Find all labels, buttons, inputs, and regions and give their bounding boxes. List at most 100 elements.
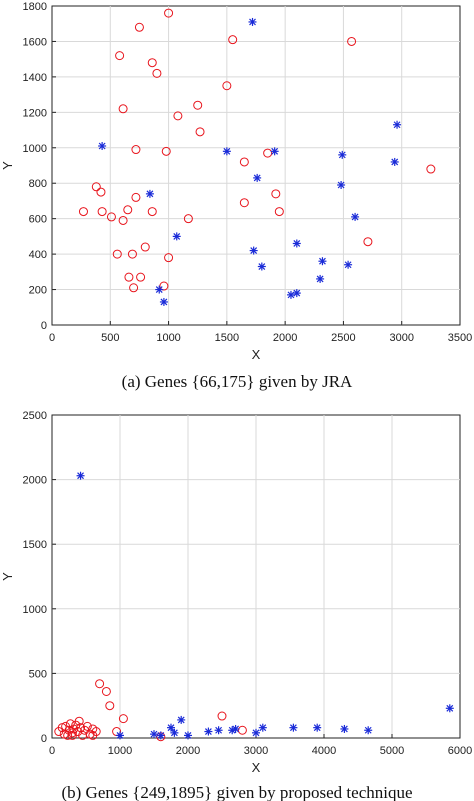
star-point (313, 723, 322, 732)
y-tick-label: 1000 (23, 143, 47, 155)
circle-point (136, 272, 146, 282)
circle-point (106, 212, 116, 222)
x-tick-label: 1500 (215, 332, 239, 344)
star-point (337, 180, 346, 189)
x-tick-label: 2000 (273, 332, 297, 344)
star-point (249, 246, 258, 255)
star-point (155, 285, 164, 294)
circle-point (112, 249, 122, 259)
star-point (318, 257, 327, 266)
star-point (316, 274, 325, 283)
circle-point (78, 207, 88, 217)
y-axis-label: Y (0, 572, 15, 581)
star-point (116, 731, 124, 740)
circle-point (91, 182, 101, 192)
scatter-plot-b: 0 1000 2000 3000 4000 5000 6000 0 500 1000 1500 200… (0, 410, 472, 775)
star-point (252, 728, 260, 737)
star-point (340, 724, 349, 733)
circle-point (129, 283, 139, 293)
x-tick-label: 5000 (380, 745, 404, 757)
circle-point (134, 22, 144, 32)
circle-point (239, 198, 249, 208)
circle-point (131, 145, 141, 155)
star-point (257, 262, 266, 271)
star-point (292, 239, 301, 248)
star-point (76, 471, 85, 480)
x-tick-label: 1000 (156, 332, 180, 344)
circle-point (237, 725, 247, 735)
star-point (393, 120, 402, 129)
x-axis-label: X (252, 760, 261, 775)
star-point (170, 728, 179, 737)
circle-point (164, 8, 174, 18)
star-point (214, 726, 223, 735)
circle-point (97, 207, 107, 217)
scatter-plot-a: 0 500 1000 1500 2000 2500 3000 3500 0 200 400 600 80… (0, 1, 472, 362)
circle-point (347, 36, 357, 46)
star-point (253, 173, 262, 182)
x-tick-label: 3500 (448, 332, 472, 344)
star-point (98, 142, 107, 151)
plot-area (51, 5, 461, 326)
x-tick-label: 1000 (108, 745, 132, 757)
x-tick-label: 500 (101, 332, 119, 344)
x-axis-label: X (252, 347, 261, 362)
y-tick-label: 1000 (23, 604, 47, 616)
circle-point (217, 711, 227, 721)
star-point (156, 731, 165, 740)
x-tick-label: 3000 (389, 332, 413, 344)
circle-point (82, 721, 92, 731)
star-point (364, 726, 373, 735)
star-point (228, 726, 237, 735)
star-point (145, 189, 154, 198)
circle-point (123, 205, 133, 215)
x-tick-label: 6000 (448, 745, 472, 757)
star-point (289, 723, 298, 732)
star-point (338, 150, 347, 159)
x-tick-label: 2000 (176, 745, 200, 757)
circle-point (222, 81, 232, 91)
circle-point (118, 104, 128, 114)
star-point (159, 297, 168, 306)
star-point (351, 212, 360, 221)
star-point (248, 17, 257, 26)
circle-point (228, 35, 238, 45)
circle-point (147, 58, 157, 68)
circle-point (67, 730, 77, 740)
y-tick-label: 0 (41, 320, 47, 332)
circle-point (263, 148, 273, 158)
star-point (222, 147, 231, 156)
circle-point (195, 127, 205, 137)
circle-point (173, 111, 183, 121)
circle-point (105, 701, 115, 711)
y-axis-label: Y (0, 161, 15, 170)
circle-point (164, 253, 174, 263)
circle-point (124, 272, 134, 282)
x-tick-label: 0 (49, 332, 55, 344)
star-point (167, 723, 175, 732)
caption-a: (a) Genes {66,175} given by JRA (121, 372, 353, 391)
circle-point (193, 100, 203, 110)
star-point (204, 727, 213, 736)
x-tick-label: 3000 (244, 745, 268, 757)
y-tick-label: 200 (29, 285, 47, 297)
circle-point (147, 207, 157, 217)
x-tick-label: 0 (49, 745, 55, 757)
circle-point (63, 730, 73, 740)
star-point (292, 289, 301, 298)
circle-point (152, 68, 162, 78)
star-point (177, 715, 186, 724)
y-tick-label: 500 (29, 668, 47, 680)
y-tick-label: 1800 (23, 1, 47, 13)
circle-point (159, 281, 169, 291)
circle-point (96, 187, 106, 197)
x-tick-label: 4000 (312, 745, 336, 757)
circle-point (363, 237, 373, 247)
y-tick-label: 2500 (23, 410, 47, 422)
star-point (286, 290, 295, 299)
circle-point (239, 157, 249, 167)
circle-point (426, 164, 436, 174)
circle-point (140, 242, 150, 252)
star-point (184, 731, 192, 740)
star-point (150, 730, 158, 739)
